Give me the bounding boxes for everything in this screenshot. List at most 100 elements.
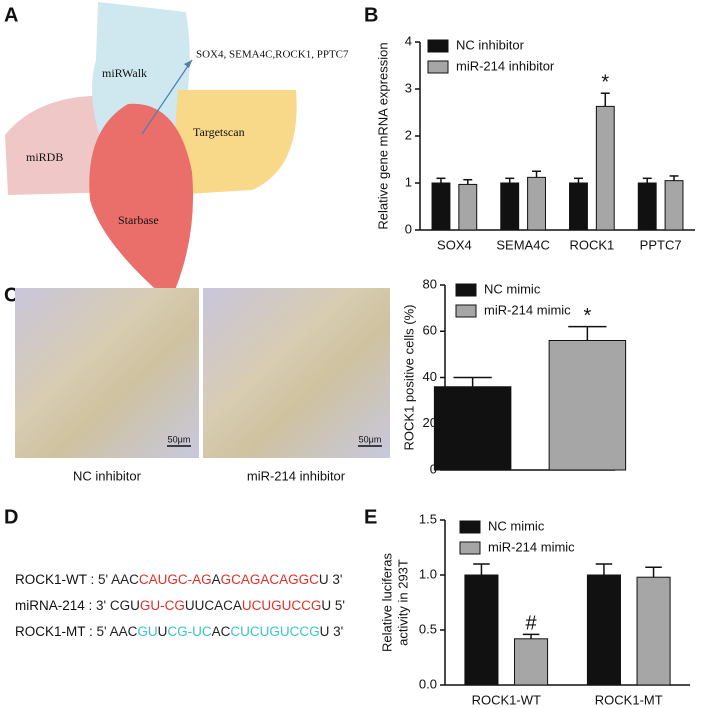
legend-swatch [455,283,477,297]
legend-label: NC inhibitor [456,37,525,52]
bar [431,182,451,231]
error-bar [473,563,490,575]
sequence-segment: U 5' [321,598,345,613]
sequence-segment: 5' AAC [98,572,139,587]
y-axis-label: activity in 293T [395,559,410,646]
bar [500,182,520,231]
legend-label: miR-214 inhibitor [456,58,555,73]
error-bar [645,566,662,578]
y-axis-label: Relative gene mRNA expression [375,42,390,229]
bar [636,576,671,686]
bar [569,182,588,231]
venn-label: miRWalk [102,66,147,80]
error-bar [595,563,613,575]
sequence-segment: AC [212,624,231,639]
panel-label: D [4,506,18,528]
bar [464,574,499,686]
arrow [141,59,193,135]
error-bar [642,177,652,183]
scale-label: 50μm [168,434,191,444]
sequence-label: miRNA-214 : [15,598,96,613]
y-tick-label: 2 [405,127,412,142]
scale-label: 50μm [359,434,382,444]
venn-intersection: SOX4, SEMA4C,ROCK1, PPTC7 [196,49,349,61]
legend-swatch [459,541,481,555]
error-bar [505,177,515,183]
bar [433,386,512,471]
sequence-segment: UUCACA [185,598,242,613]
sequence-segment: GU [137,624,157,639]
y-tick-label: 1.5 [419,511,437,526]
venn-label: Starbase [118,213,159,227]
panel-label: B [364,4,378,26]
significance-marker: * [601,72,609,94]
venn-set [89,103,194,302]
bar [664,180,684,231]
bar [637,182,657,231]
y-tick-label: 20 [423,415,437,430]
sequence-segment: 5' AAC [97,624,138,639]
bar [527,176,546,231]
venn-diagram: miRWalk miRDB Targetscan Starbase SOX4, … [5,2,349,302]
error-bar [522,633,540,639]
legend-swatch [427,39,449,53]
arrow-head [184,60,192,68]
x-tick-label: ROCK1 [569,237,614,252]
y-tick-label: 80 [423,276,437,291]
y-tick-label: 0.5 [419,621,437,636]
sequence-row: ROCK1-WT : 5' AACCAUGC-AGAGCAGACAGGCU 3' [15,572,343,587]
error-bar [574,177,583,183]
x-tick-label: SEMA4C [496,237,549,252]
x-tick-label: SOX4 [437,237,472,252]
bar [595,105,615,231]
y-tick-label: 0 [405,221,412,236]
sequence-segment: GCAGACAGGC [221,572,320,587]
bar [514,638,549,686]
panel-label: A [4,4,18,26]
x-tick-label: ROCK1-WT [472,692,541,707]
y-axis-label: ROCK1 positive cells (%) [401,305,416,451]
legend-label: NC mimic [484,281,541,296]
micrographs: 50μm 50μm NC inhibitor miR-214 inhibitor [15,288,390,483]
venn-set [170,90,297,195]
sequence-segment: GU-CG [140,598,185,613]
significance-marker: # [525,613,537,635]
sequence-segment: U 3' [319,572,343,587]
caption: NC inhibitor [73,468,142,483]
venn-label: miRDB [26,150,63,164]
y-tick-label: 3 [405,80,412,95]
legend-label: NC mimic [488,518,545,533]
bar [548,340,627,471]
sequence-segment: CG-UC [167,624,211,639]
micrograph [15,288,199,458]
sequence-segment: U 3' [320,624,344,639]
bar [458,183,478,231]
y-tick-label: 0 [430,461,437,476]
sequence-row: ROCK1-MT : 5' AACGUUCG-UCACCUCUGUCCGU 3' [15,624,343,639]
sequence-segment: 3' CGU [96,598,140,613]
error-bar [436,177,446,183]
sequences: ROCK1-WT : 5' AACCAUGC-AGAGCAGACAGGCU 3'… [15,572,345,639]
y-tick-label: 1 [405,174,412,189]
y-tick-label: 40 [423,369,437,384]
legend-swatch [459,520,481,534]
error-bar [568,325,607,341]
significance-marker: * [583,305,591,327]
sequence-segment: CUCUGUCCG [230,624,319,639]
x-tick-label: PPTC7 [640,237,682,252]
sequence-segment: A [212,572,221,587]
panel-label: C [4,284,18,306]
sequence-label: ROCK1-MT : [15,624,97,639]
y-tick-label: 4 [405,33,412,48]
error-bar [669,175,679,181]
legend-label: miR-214 mimic [488,539,575,554]
sequence-segment: U [158,624,168,639]
bar [586,574,621,686]
sequence-row: miRNA-214 : 3' CGUGU-CGUUCACAUCUGUCCGU 5… [15,598,345,613]
legend-swatch [455,304,477,318]
y-tick-label: 0.0 [419,676,437,691]
legend-label: miR-214 mimic [484,302,571,317]
panel-label: E [364,506,377,528]
error-bar [532,170,541,178]
